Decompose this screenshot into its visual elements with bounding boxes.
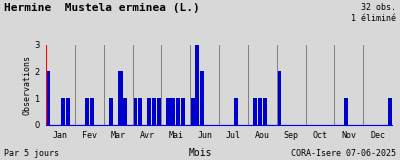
Text: Par 5 jours: Par 5 jours (4, 149, 59, 158)
Bar (277, 72, 281, 125)
Bar (200, 72, 204, 125)
Bar (138, 98, 142, 125)
Y-axis label: Observations: Observations (22, 55, 32, 115)
Bar (176, 98, 180, 125)
Bar (133, 98, 137, 125)
Text: 32 obs.
1 éliminé: 32 obs. 1 éliminé (351, 3, 396, 23)
Bar (263, 98, 267, 125)
Bar (190, 98, 195, 125)
Bar (258, 98, 262, 125)
Bar (388, 98, 392, 125)
Bar (61, 98, 65, 125)
Bar (234, 98, 238, 125)
Bar (90, 98, 94, 125)
Text: Hermine  Mustela erminea (L.): Hermine Mustela erminea (L.) (4, 3, 200, 13)
Text: CORA-Isere 07-06-2025: CORA-Isere 07-06-2025 (291, 149, 396, 158)
Bar (152, 98, 156, 125)
Bar (123, 98, 127, 125)
Bar (147, 98, 151, 125)
Bar (109, 98, 113, 125)
Bar (46, 72, 50, 125)
Bar (157, 98, 161, 125)
Bar (166, 98, 170, 125)
Bar (171, 98, 175, 125)
Bar (181, 98, 185, 125)
Bar (253, 98, 257, 125)
Bar (66, 98, 70, 125)
Bar (85, 98, 89, 125)
Bar (344, 98, 348, 125)
Bar (118, 72, 122, 125)
Bar (195, 45, 200, 125)
Text: Mois: Mois (188, 148, 212, 158)
